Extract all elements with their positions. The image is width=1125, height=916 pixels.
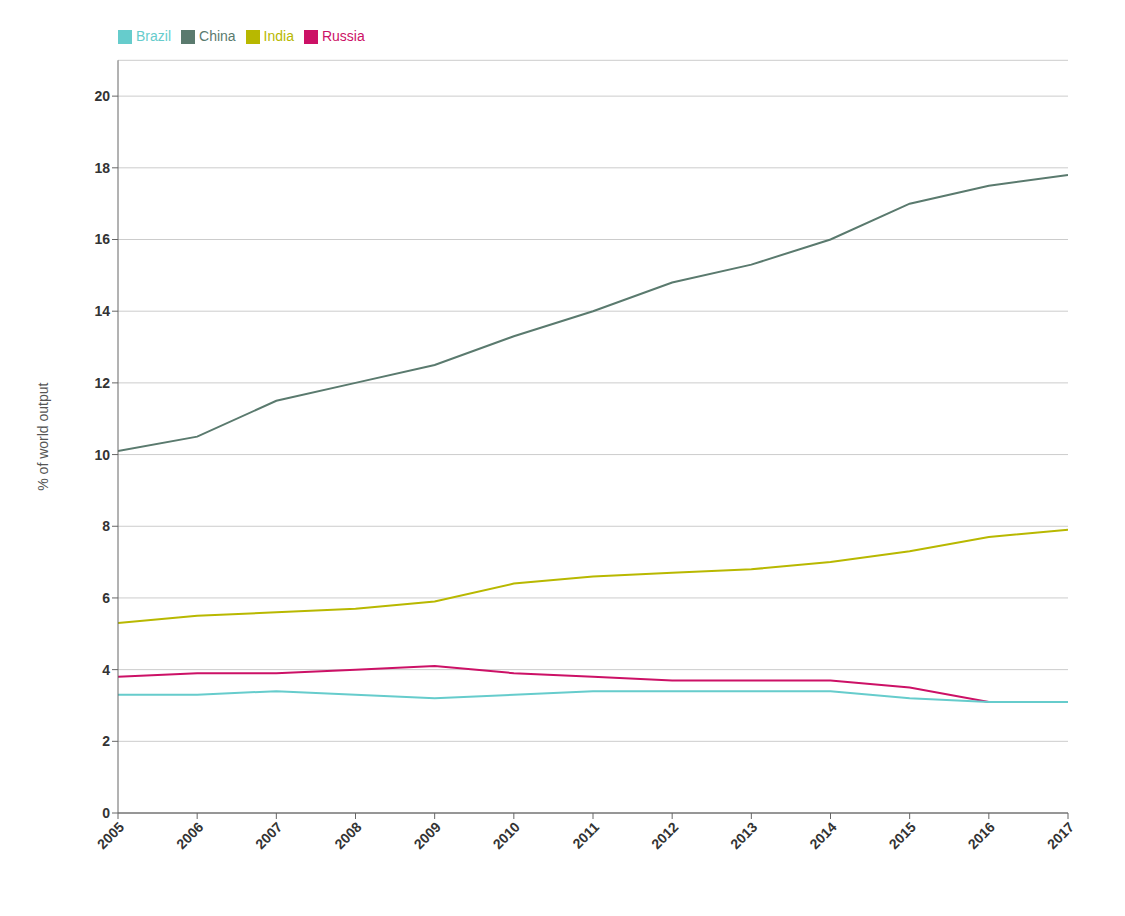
svg-text:2012: 2012 (648, 819, 681, 852)
html-text:Russia: Russia (322, 28, 365, 44)
svg-text:14: 14 (94, 303, 110, 319)
svg-text:2015: 2015 (885, 819, 918, 852)
svg-text:2010: 2010 (490, 819, 523, 852)
svg-text:% of world output: % of world output (35, 382, 51, 490)
svg-text:2005: 2005 (94, 819, 127, 852)
svg-text:8: 8 (102, 518, 110, 534)
svg-text:0: 0 (102, 805, 110, 821)
svg-text:2009: 2009 (410, 819, 443, 852)
svg-text:2013: 2013 (727, 819, 760, 852)
svg-text:2017: 2017 (1044, 819, 1077, 852)
svg-text:2016: 2016 (965, 819, 998, 852)
svg-text:2006: 2006 (173, 819, 206, 852)
svg-text:2008: 2008 (331, 819, 364, 852)
html-text:Brazil: Brazil (136, 28, 171, 44)
svg-text:10: 10 (94, 447, 110, 463)
svg-text:4: 4 (102, 662, 110, 678)
html-text:India: India (263, 28, 294, 44)
svg-text:2: 2 (102, 733, 110, 749)
svg-text:2011: 2011 (569, 819, 602, 852)
svg-text:6: 6 (102, 590, 110, 606)
svg-text:16: 16 (94, 231, 110, 247)
svg-text:20: 20 (94, 88, 110, 104)
svg-text:2014: 2014 (806, 819, 839, 852)
svg-text:18: 18 (94, 160, 110, 176)
svg-text:12: 12 (94, 375, 110, 391)
html-text:China: China (199, 28, 236, 44)
svg-text:2007: 2007 (252, 819, 285, 852)
